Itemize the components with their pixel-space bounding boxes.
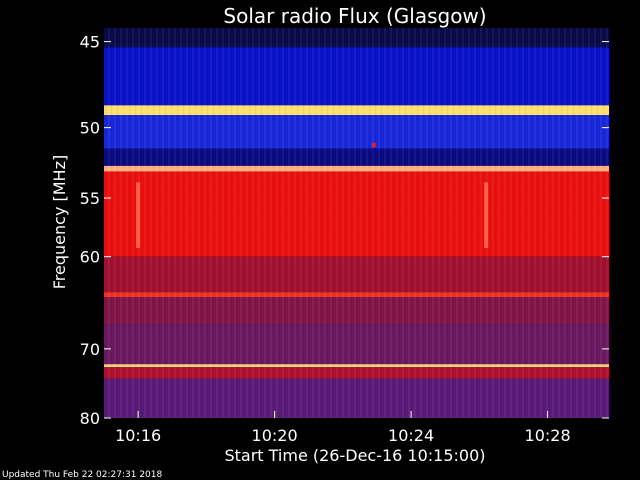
burst-feature-1 bbox=[484, 182, 489, 248]
burst-feature-0 bbox=[136, 182, 141, 248]
x-tick-label-2: 10:24 bbox=[388, 426, 434, 445]
y-tick-label-3: 60 bbox=[80, 248, 100, 267]
burst-feature-2 bbox=[371, 142, 376, 148]
plot-area bbox=[104, 28, 609, 418]
y-tick-label-4: 70 bbox=[80, 340, 100, 359]
y-tick-label-1: 50 bbox=[80, 119, 100, 138]
y-tick-label-0: 45 bbox=[80, 33, 100, 52]
x-tick-label-3: 10:28 bbox=[525, 426, 571, 445]
y-tick-label-2: 55 bbox=[80, 189, 100, 208]
x-axis: 10:16 10:20 10:24 10:28 bbox=[115, 411, 571, 445]
updated-timestamp: Updated Thu Feb 22 02:27:31 2018 bbox=[2, 470, 163, 480]
chart-title: Solar radio Flux (Glasgow) bbox=[223, 4, 486, 28]
y-axis-label: Frequency [MHz] bbox=[50, 155, 69, 289]
x-tick-label-1: 10:20 bbox=[252, 426, 298, 445]
noise-texture bbox=[104, 28, 609, 418]
x-axis-label: Start Time (26-Dec-16 10:15:00) bbox=[224, 446, 485, 465]
y-axis: 45 50 55 60 70 80 bbox=[80, 33, 609, 428]
x-tick-label-0: 10:16 bbox=[115, 426, 161, 445]
y-tick-label-5: 80 bbox=[80, 409, 100, 428]
